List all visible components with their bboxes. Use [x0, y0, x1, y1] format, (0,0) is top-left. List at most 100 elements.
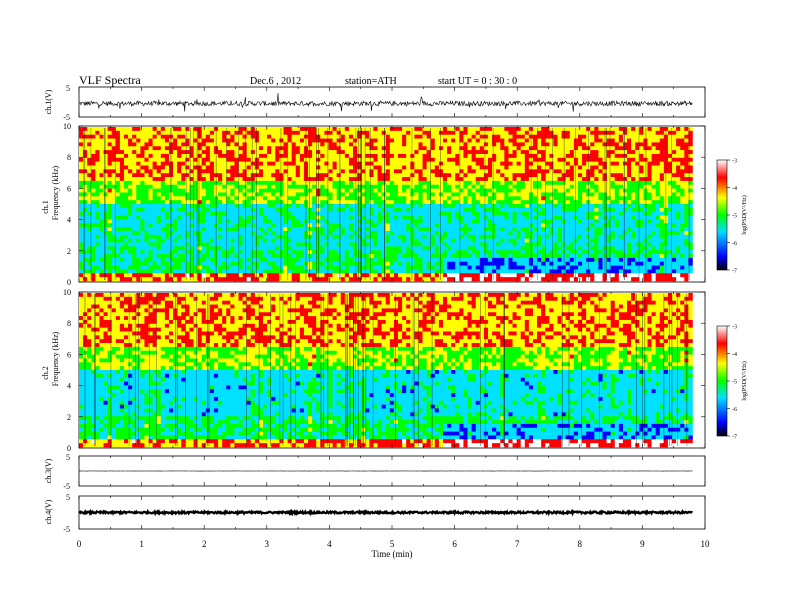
spectrogram-cell [295, 173, 301, 178]
spectrogram-cell [422, 219, 427, 224]
spectrogram-cell [222, 215, 227, 220]
spectrogram-cell [132, 227, 137, 232]
spectrogram-cell [353, 257, 358, 263]
spectrogram-cell [365, 230, 370, 236]
spectrogram-cell [324, 261, 329, 266]
spectrogram-cell [222, 277, 227, 282]
spectrogram-cell [222, 150, 227, 155]
spectrogram-cell [471, 157, 477, 162]
spectrogram-cell [103, 177, 108, 182]
spectrogram-cell [455, 265, 460, 270]
spectrogram-cell [111, 130, 117, 135]
spectrogram-cell [353, 127, 358, 132]
spectrogram-cell [87, 192, 92, 197]
spectrogram-cell [111, 257, 117, 263]
spectrogram-cell [128, 250, 133, 255]
spectrogram-cell [443, 188, 448, 193]
spectrogram-cell [504, 227, 509, 232]
spectrogram-cell [365, 157, 370, 162]
spectrogram-cell [250, 196, 256, 201]
spectrogram-cell [496, 246, 501, 251]
spectrogram-cell [516, 196, 522, 201]
spectrogram-cell [250, 277, 256, 282]
spectrogram-cell [201, 146, 207, 151]
spectrogram-cell [553, 207, 558, 212]
spectrogram-cell [443, 227, 448, 232]
spectrogram-cell [275, 184, 280, 189]
spectrogram-cell [541, 169, 546, 174]
spectrogram-cell [410, 211, 415, 216]
spectrogram-cell [230, 215, 235, 220]
spectrogram-cell [115, 211, 121, 216]
spectrogram-cell [295, 157, 301, 162]
spectrogram-cell [336, 277, 342, 282]
spectrogram-cell [181, 153, 186, 159]
spectrogram-cell [430, 250, 436, 255]
spectrogram-cell [107, 200, 113, 205]
spectrogram-cell [508, 273, 513, 278]
spectrogram-cell [299, 127, 305, 132]
spectrogram-cell [140, 177, 145, 182]
spectrogram-cell [524, 257, 530, 263]
spectrogram-cell [111, 146, 117, 151]
spectrogram-cell [324, 265, 329, 270]
spectrogram-cell [451, 211, 456, 216]
spectrogram-cell [369, 265, 374, 270]
spectrogram-cell [201, 173, 207, 178]
spectrogram-cell [402, 177, 407, 182]
spectrogram-cell [402, 215, 407, 220]
spectrogram-cell [438, 257, 444, 263]
spectrogram-cell [377, 177, 382, 182]
spectrogram-cell [537, 211, 542, 216]
spectrogram-cell [242, 269, 247, 274]
spectrogram-cell [520, 188, 526, 193]
spectrogram-cell [532, 250, 538, 255]
spectrogram-cell [344, 138, 350, 143]
spectrogram-cell [79, 200, 84, 205]
spectrogram-cell [357, 165, 362, 170]
spectrogram-cell [459, 219, 464, 224]
spectrogram-cell [500, 215, 505, 220]
spectrogram-cell [332, 196, 337, 201]
spectrogram-cell [164, 238, 170, 243]
spectrogram-cell [140, 134, 145, 139]
spectrogram-cell [332, 246, 337, 251]
spectrogram-cell [340, 150, 346, 155]
spectrogram-cell [287, 200, 292, 205]
spectrogram-cell [549, 204, 554, 209]
spectrogram-cell [201, 238, 207, 243]
spectrogram-cell [316, 277, 321, 282]
spectrogram-cell [418, 150, 423, 155]
spectrogram-cell [426, 150, 432, 155]
spectrogram-cell [365, 153, 370, 159]
spectrogram-cell [128, 234, 133, 239]
spectrogram-cell [103, 146, 108, 151]
spectrogram-cell [471, 250, 477, 255]
spectrogram-cell [111, 165, 117, 170]
spectrogram-cell [271, 219, 276, 224]
spectrogram-cell [316, 254, 321, 259]
spectrogram-cell [218, 184, 223, 189]
spectrogram-cell [275, 161, 280, 166]
spectrogram-cell [324, 200, 329, 205]
spectrogram-cell [230, 180, 235, 186]
spectrogram-cell [156, 265, 162, 270]
spectrogram-cell [234, 188, 239, 193]
spectrogram-cell [324, 277, 329, 282]
spectrogram-cell [95, 177, 100, 182]
spectrogram-cell [99, 177, 104, 182]
spectrogram-cell [107, 223, 113, 228]
spectrogram-cell [398, 142, 403, 147]
spectrogram-cell [312, 257, 317, 263]
spectrogram-cell [381, 200, 387, 205]
spectrogram-cell [508, 150, 513, 155]
spectrogram-cell [312, 127, 317, 132]
spectrogram-cell [426, 188, 432, 193]
spectrogram-cell [91, 180, 96, 186]
spectrogram-cell [132, 265, 137, 270]
spectrogram-cell [95, 242, 100, 247]
spectrogram-cell [115, 254, 121, 259]
spectrogram-cell [565, 257, 571, 263]
spectrogram-cell [573, 153, 579, 159]
spectrogram-cell [516, 211, 522, 216]
